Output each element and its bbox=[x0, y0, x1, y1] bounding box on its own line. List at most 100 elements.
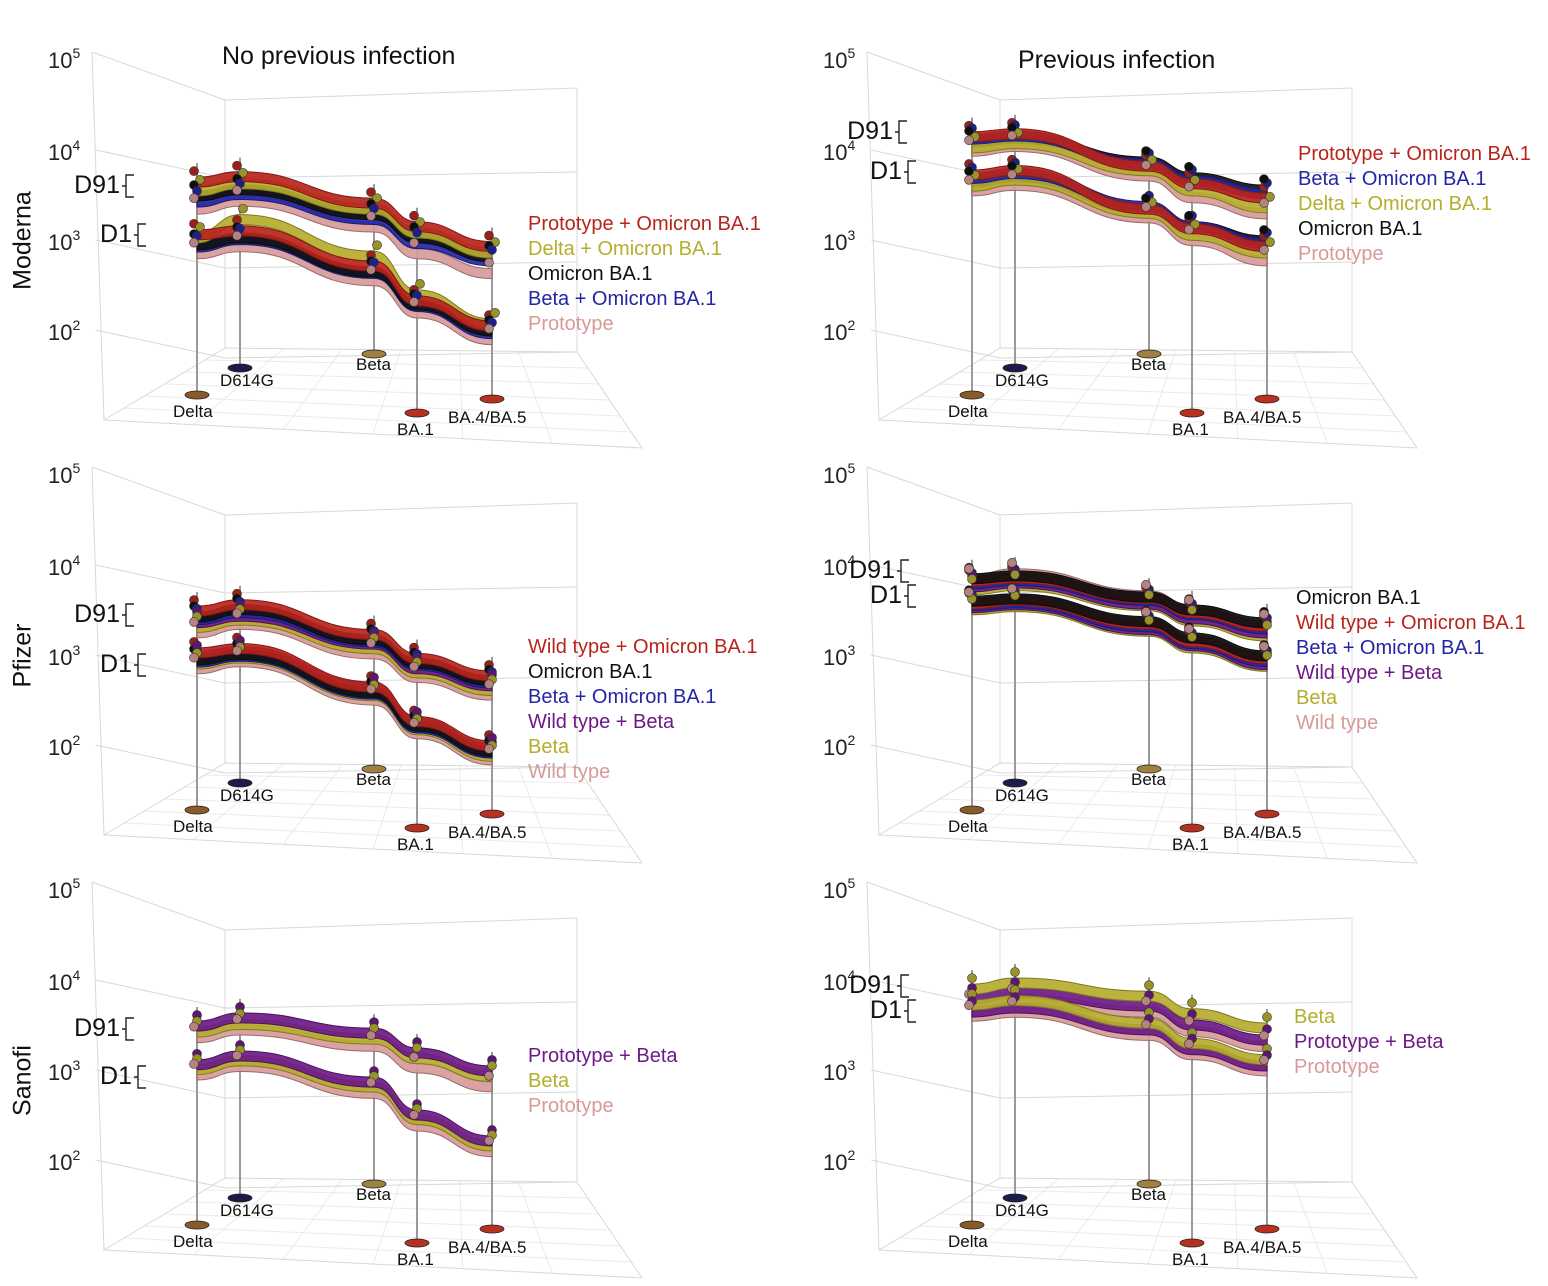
antigen-label-beta: Beta bbox=[356, 1185, 392, 1204]
z-tick-label: 103 bbox=[48, 642, 80, 670]
data-point bbox=[1259, 225, 1269, 235]
surface-d1-omicron-ba-1 bbox=[971, 593, 1268, 662]
data-point bbox=[487, 245, 497, 255]
z-tick-label: 102 bbox=[48, 317, 80, 345]
legend-entry-prototype-omicron-ba-1: Prototype + Omicron BA.1 bbox=[528, 213, 761, 235]
data-point bbox=[1262, 650, 1272, 661]
z-grid-line bbox=[224, 766, 578, 774]
legend-entry-beta-omicron-ba-1: Beta + Omicron BA.1 bbox=[528, 288, 716, 310]
z-grid-line bbox=[870, 744, 1001, 774]
legend-entry-wild-type: Wild type bbox=[528, 761, 610, 783]
data-point bbox=[967, 973, 977, 983]
z-grid-line bbox=[999, 1091, 1353, 1099]
time-point-label-d1: D1 bbox=[100, 650, 132, 678]
data-point bbox=[1141, 996, 1151, 1006]
legend-entry-omicron-ba-1: Omicron BA.1 bbox=[528, 263, 652, 285]
data-point bbox=[1259, 609, 1269, 619]
antigen-label-d614g: D614G bbox=[995, 371, 1049, 390]
legend-entry-delta-omicron-ba-1: Delta + Omicron BA.1 bbox=[1298, 193, 1492, 215]
box-edge bbox=[91, 466, 105, 836]
data-point bbox=[1184, 595, 1194, 605]
antigen-floor-marker bbox=[227, 363, 253, 373]
z-tick-label: 102 bbox=[823, 317, 855, 345]
z-tick-label: 103 bbox=[823, 642, 855, 670]
data-point bbox=[189, 1059, 199, 1069]
panel-5: 105 104 103 102 Delta D614G Beta BA.1 BA.4/BA.5 D… bbox=[48, 875, 678, 1279]
data-point bbox=[412, 1042, 422, 1053]
time-point-label-d91: D91 bbox=[849, 556, 895, 584]
z-grid-line bbox=[224, 1001, 578, 1009]
data-point bbox=[1141, 146, 1151, 156]
antigen-floor-marker bbox=[1254, 394, 1280, 404]
z-grid-line bbox=[95, 979, 226, 1009]
time-point-bracket bbox=[122, 603, 134, 627]
legend-entry-omicron-ba-1: Omicron BA.1 bbox=[1298, 218, 1422, 240]
z-grid-line bbox=[95, 564, 226, 594]
panel-box bbox=[866, 466, 1418, 864]
antigen-floor-marker bbox=[361, 1179, 387, 1189]
z-grid-line bbox=[224, 586, 578, 594]
data-point bbox=[1184, 624, 1194, 634]
antigen-floor-marker bbox=[1179, 1238, 1205, 1248]
z-grid-line bbox=[999, 1181, 1353, 1189]
z-grid-line bbox=[224, 1091, 578, 1099]
legend-entry-beta-omicron-ba-1: Beta + Omicron BA.1 bbox=[528, 686, 716, 708]
box-edge bbox=[91, 466, 226, 516]
data-point bbox=[1184, 210, 1194, 221]
legend-entry-delta-omicron-ba-1: Delta + Omicron BA.1 bbox=[528, 238, 722, 260]
data-point bbox=[189, 166, 199, 176]
floor-grid-line bbox=[517, 766, 553, 859]
panel-3: 105 104 103 102 Delta D614G Beta BA.1 BA.4/BA.5 D… bbox=[48, 460, 758, 864]
antigen-floor-marker bbox=[1002, 778, 1028, 788]
z-tick-label: 105 bbox=[48, 460, 80, 488]
z-tick-label: 105 bbox=[48, 875, 80, 903]
data-point bbox=[412, 227, 422, 238]
legend-entry-beta: Beta bbox=[1296, 687, 1338, 709]
panel-box bbox=[91, 51, 643, 449]
time-point-label-d1: D1 bbox=[100, 220, 132, 248]
data-point bbox=[484, 1071, 494, 1081]
time-point-bracket bbox=[122, 174, 134, 198]
data-point bbox=[409, 1052, 419, 1062]
data-point bbox=[1007, 130, 1017, 141]
data-point bbox=[232, 230, 242, 241]
antigen-label-d614g: D614G bbox=[220, 786, 274, 805]
antigen-floor-marker bbox=[361, 349, 387, 359]
antigen-floor-marker bbox=[184, 390, 210, 400]
antigen-label-beta: Beta bbox=[1131, 770, 1167, 789]
antigen-label-beta: Beta bbox=[356, 770, 392, 789]
antigen-label-delta: Delta bbox=[173, 1232, 213, 1251]
antigen-label-ba-1: BA.1 bbox=[1172, 420, 1209, 439]
data-point bbox=[964, 135, 974, 146]
antigen-label-delta: Delta bbox=[948, 817, 988, 836]
legend-entry-prototype-beta: Prototype + Beta bbox=[1294, 1031, 1444, 1053]
antigen-floor-marker bbox=[959, 390, 985, 400]
data-point bbox=[1141, 607, 1151, 617]
antigen-label-delta: Delta bbox=[948, 1232, 988, 1251]
data-point bbox=[967, 574, 977, 584]
data-point bbox=[1010, 967, 1020, 977]
data-point bbox=[1265, 192, 1275, 202]
data-point bbox=[189, 652, 199, 663]
data-point bbox=[232, 1014, 242, 1024]
box-edge bbox=[224, 917, 578, 931]
z-grid-line bbox=[224, 1181, 578, 1189]
z-tick-label: 102 bbox=[823, 732, 855, 760]
antigen-label-ba-1: BA.1 bbox=[1172, 835, 1209, 854]
data-point bbox=[366, 1077, 376, 1088]
data-point bbox=[1184, 224, 1194, 235]
antigen-floor-marker bbox=[479, 394, 505, 404]
data-point bbox=[409, 210, 419, 221]
data-point bbox=[1141, 160, 1151, 170]
data-point bbox=[1144, 589, 1154, 600]
data-point bbox=[1141, 1019, 1151, 1030]
z-grid-line bbox=[224, 676, 578, 684]
z-grid-line bbox=[870, 239, 1001, 269]
data-point bbox=[484, 230, 494, 241]
z-grid-line bbox=[870, 1159, 1001, 1189]
antigen-floor-marker bbox=[184, 1220, 210, 1230]
data-point bbox=[1184, 161, 1194, 172]
data-point bbox=[1184, 181, 1194, 192]
time-point-bracket bbox=[122, 1017, 134, 1041]
